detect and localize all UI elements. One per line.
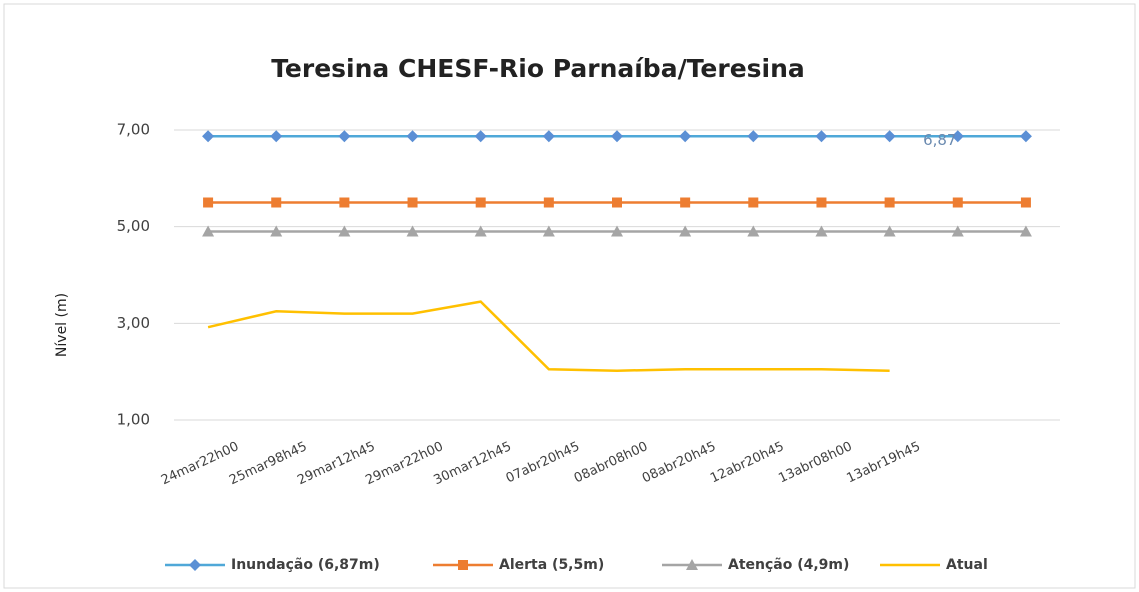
point-marker [748,197,759,208]
legend-marker [458,560,468,570]
point-marker [542,130,555,143]
point-marker [339,197,350,208]
point-marker [816,197,827,208]
point-marker [611,130,623,143]
point-marker [612,197,622,208]
data-label: 6,87 [923,131,956,149]
point-marker [884,197,895,208]
y-tick-label: 7,00 [117,121,150,139]
legend-label: Atual [946,557,988,573]
point-marker [951,130,964,143]
point-marker [270,130,283,143]
point-marker [883,130,896,143]
legend-label: Alerta (5,5m) [499,557,604,573]
point-marker [406,130,419,143]
point-marker [1019,130,1032,143]
point-marker [202,225,215,237]
point-marker [611,225,623,237]
y-axis-label: Nível (m) [54,293,70,357]
series-line [207,300,890,372]
y-tick-label: 5,00 [117,217,150,235]
point-marker [747,130,760,143]
point-marker [338,130,351,143]
point-marker [270,225,283,237]
point-marker [679,225,692,237]
point-marker [542,225,555,237]
point-marker [474,225,487,237]
point-marker [680,197,691,208]
y-tick-label: 3,00 [117,314,150,332]
point-marker [543,197,554,208]
point-marker [474,130,487,143]
point-marker [679,130,692,143]
legend-marker [686,559,698,570]
legend-label: Inundação (6,87m) [231,557,380,573]
point-marker [203,197,214,208]
point-marker [1020,197,1031,208]
point-marker [951,225,964,237]
legend-marker [189,559,201,571]
point-marker [271,197,282,208]
point-marker [747,225,760,237]
point-marker [407,197,418,208]
point-marker [338,225,351,237]
y-tick-label: 1,00 [117,411,150,429]
point-marker [475,197,486,208]
chart-title: Teresina CHESF-Rio Parnaíba/Teresina [271,54,805,83]
point-marker [1019,225,1032,237]
point-marker [202,130,215,143]
point-marker [815,225,828,237]
point-marker [883,225,896,237]
chart-frame [3,3,1136,589]
point-marker [952,197,963,208]
legend-label: Atenção (4,9m) [728,557,849,573]
point-marker [815,130,828,143]
point-marker [406,225,419,237]
